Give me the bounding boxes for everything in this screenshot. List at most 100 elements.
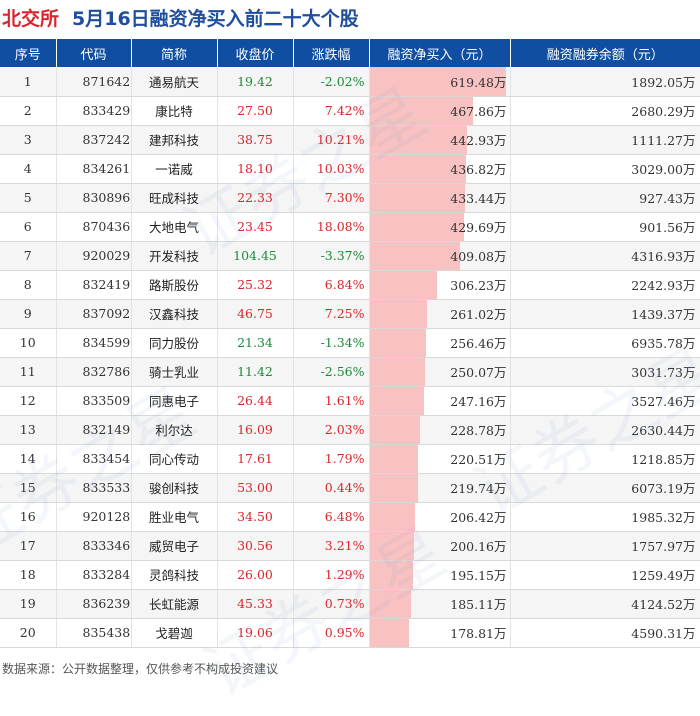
- name-cell: 一诺威: [131, 154, 218, 184]
- net-buy-bar: [369, 125, 467, 154]
- change-cell: 7.30%: [293, 183, 370, 213]
- close-cell: 26.00: [217, 560, 294, 590]
- change-cell: 0.73%: [293, 589, 370, 619]
- change-cell: 7.42%: [293, 96, 370, 126]
- balance-cell: 901.56万: [510, 212, 700, 242]
- net-buy-value: 247.16万: [450, 394, 507, 409]
- name-cell: 建邦科技: [131, 125, 218, 155]
- code-cell: 832149: [56, 415, 132, 445]
- code-cell: 837092: [56, 299, 132, 329]
- table-row: 5 830896 旺成科技 22.33 7.30% 433.44万 927.43万: [0, 183, 700, 213]
- close-cell: 17.61: [217, 444, 294, 474]
- table-row: 13 832149 利尔达 16.09 2.03% 228.78万 2630.44万: [0, 415, 700, 445]
- col-header-code: 代码: [56, 39, 132, 67]
- net-buy-value: 250.07万: [450, 365, 507, 380]
- net-buy-cell: 185.11万: [369, 589, 511, 619]
- name-cell: 通易航天: [131, 67, 218, 97]
- rank-cell: 10: [0, 328, 57, 358]
- col-header-change: 涨跌幅: [293, 39, 370, 67]
- code-cell: 830896: [56, 183, 132, 213]
- close-cell: 53.00: [217, 473, 294, 503]
- balance-cell: 3527.46万: [510, 386, 700, 416]
- balance-cell: 6935.78万: [510, 328, 700, 358]
- balance-cell: 4316.93万: [510, 241, 700, 271]
- code-cell: 871642: [56, 67, 132, 97]
- balance-cell: 2242.93万: [510, 270, 700, 300]
- net-buy-cell: 247.16万: [369, 386, 511, 416]
- change-cell: 6.84%: [293, 270, 370, 300]
- net-buy-bar: [369, 183, 465, 212]
- rank-cell: 5: [0, 183, 57, 213]
- table-row: 15 833533 骏创科技 53.00 0.44% 219.74万 6073.19万: [0, 473, 700, 503]
- balance-cell: 1757.97万: [510, 531, 700, 561]
- rank-cell: 16: [0, 502, 57, 532]
- close-cell: 22.33: [217, 183, 294, 213]
- net-buy-cell: 219.74万: [369, 473, 511, 503]
- table-row: 7 920029 开发科技 104.45 -3.37% 409.08万 4316.93万: [0, 241, 700, 271]
- balance-cell: 1985.32万: [510, 502, 700, 532]
- change-cell: 0.95%: [293, 618, 370, 648]
- net-buy-bar: [369, 212, 464, 241]
- rank-cell: 3: [0, 125, 57, 155]
- change-cell: 10.03%: [293, 154, 370, 184]
- rank-cell: 17: [0, 531, 57, 561]
- name-cell: 戈碧迦: [131, 618, 218, 648]
- rank-cell: 14: [0, 444, 57, 474]
- code-cell: 920029: [56, 241, 132, 271]
- close-cell: 104.45: [217, 241, 294, 271]
- net-buy-bar: [369, 357, 425, 386]
- table-row: 17 833346 威贸电子 30.56 3.21% 200.16万 1757.97万: [0, 531, 700, 561]
- rank-cell: 20: [0, 618, 57, 648]
- balance-cell: 4590.31万: [510, 618, 700, 648]
- net-buy-value: 185.11万: [450, 597, 507, 612]
- net-buy-cell: 429.69万: [369, 212, 511, 242]
- code-cell: 836239: [56, 589, 132, 619]
- rank-cell: 1: [0, 67, 57, 97]
- net-buy-cell: 228.78万: [369, 415, 511, 445]
- net-buy-bar: [369, 299, 427, 328]
- net-buy-bar: [369, 241, 460, 270]
- rank-cell: 4: [0, 154, 57, 184]
- close-cell: 30.56: [217, 531, 294, 561]
- net-buy-bar: [369, 589, 411, 618]
- balance-cell: 1218.85万: [510, 444, 700, 474]
- net-buy-value: 429.69万: [450, 220, 507, 235]
- table-row: 11 832786 骑士乳业 11.42 -2.56% 250.07万 3031.73万: [0, 357, 700, 387]
- table-row: 8 832419 路斯股份 25.32 6.84% 306.23万 2242.93万: [0, 270, 700, 300]
- table-row: 6 870436 大地电气 23.45 18.08% 429.69万 901.56万: [0, 212, 700, 242]
- change-cell: -2.56%: [293, 357, 370, 387]
- net-buy-cell: 195.15万: [369, 560, 511, 590]
- change-cell: -1.34%: [293, 328, 370, 358]
- balance-cell: 2630.44万: [510, 415, 700, 445]
- net-buy-value: 195.15万: [450, 568, 507, 583]
- net-buy-value: 436.82万: [450, 162, 507, 177]
- code-cell: 833509: [56, 386, 132, 416]
- net-buy-cell: 250.07万: [369, 357, 511, 387]
- name-cell: 同惠电子: [131, 386, 218, 416]
- net-buy-cell: 220.51万: [369, 444, 511, 474]
- net-buy-cell: 261.02万: [369, 299, 511, 329]
- net-buy-value: 219.74万: [450, 481, 507, 496]
- balance-cell: 3029.00万: [510, 154, 700, 184]
- name-cell: 大地电气: [131, 212, 218, 242]
- net-buy-bar: [369, 96, 473, 125]
- net-buy-cell: 178.81万: [369, 618, 511, 648]
- net-buy-cell: 409.08万: [369, 241, 511, 271]
- balance-cell: 6073.19万: [510, 473, 700, 503]
- net-buy-bar: [369, 270, 437, 299]
- close-cell: 46.75: [217, 299, 294, 329]
- rank-cell: 19: [0, 589, 57, 619]
- close-cell: 34.50: [217, 502, 294, 532]
- close-cell: 11.42: [217, 357, 294, 387]
- table-row: 12 833509 同惠电子 26.44 1.61% 247.16万 3527.46万: [0, 386, 700, 416]
- rank-cell: 18: [0, 560, 57, 590]
- net-buy-value: 256.46万: [450, 336, 507, 351]
- table-row: 10 834599 同力股份 21.34 -1.34% 256.46万 6935.78万: [0, 328, 700, 358]
- change-cell: 2.03%: [293, 415, 370, 445]
- table-row: 18 833284 灵鸽科技 26.00 1.29% 195.15万 1259.49万: [0, 560, 700, 590]
- rank-cell: 2: [0, 96, 57, 126]
- code-cell: 835438: [56, 618, 132, 648]
- table-row: 19 836239 长虹能源 45.33 0.73% 185.11万 4124.52万: [0, 589, 700, 619]
- col-header-balance: 融资融券余额（元）: [510, 39, 700, 67]
- net-buy-bar: [369, 154, 466, 183]
